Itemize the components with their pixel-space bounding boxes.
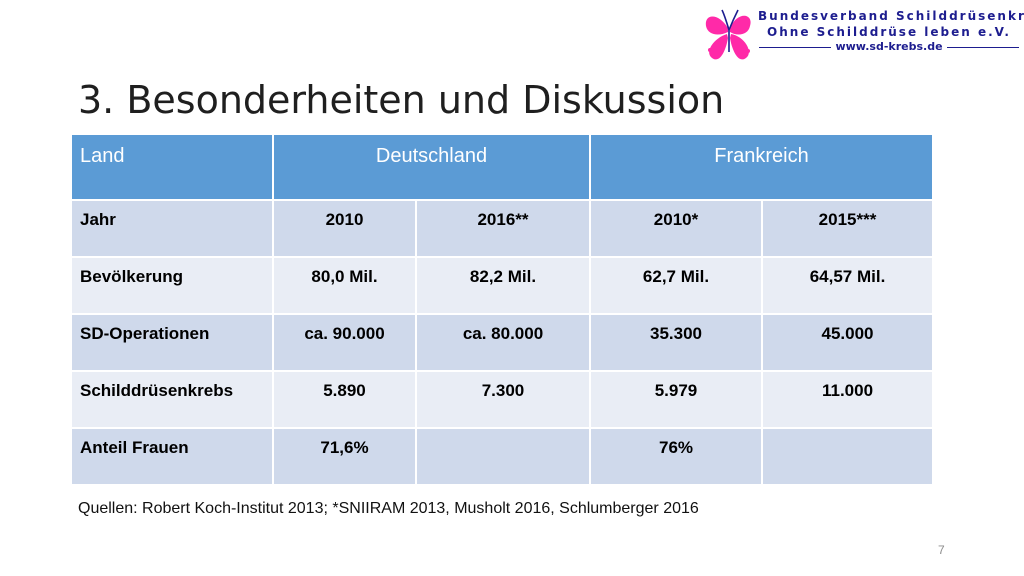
logo-organization-name: Bundesverband Schilddrüsenkrebs (758, 9, 1024, 23)
table-header-row: Land Deutschland Frankreich (70, 133, 935, 201)
cell-fr-2015: 11.000 (760, 370, 935, 429)
sources-note: Quellen: Robert Koch-Institut 2013; *SNI… (78, 500, 699, 517)
butterfly-logo-icon (705, 9, 751, 60)
cell-de-2010: 71,6% (272, 427, 417, 486)
logo-association-name: Ohne Schilddrüse leben e.V. (767, 25, 1011, 39)
cell-de-2016: ca. 80.000 (415, 313, 591, 372)
row-label: SD-Operationen (70, 313, 274, 372)
cell-de-2016: 2016** (415, 199, 591, 258)
header-frankreich: Frankreich (588, 133, 935, 201)
comparison-table: Land Deutschland Frankreich Jahr 2010 20… (70, 133, 935, 486)
table-row: Jahr 2010 2016** 2010* 2015*** (70, 199, 935, 258)
cell-fr-2015: 2015*** (760, 199, 935, 258)
organization-logo: Bundesverband Schilddrüsenkrebs Ohne Sch… (700, 6, 1024, 64)
cell-fr-2015 (760, 427, 935, 486)
logo-rule-right (946, 46, 1019, 48)
cell-de-2010: ca. 90.000 (272, 313, 417, 372)
cell-fr-2010: 76% (589, 427, 763, 486)
logo-text: Bundesverband Schilddrüsenkrebs Ohne Sch… (758, 8, 1024, 54)
cell-de-2016 (415, 427, 591, 486)
table-row: Bevölkerung 80,0 Mil. 82,2 Mil. 62,7 Mil… (70, 256, 935, 315)
cell-de-2010: 2010 (272, 199, 417, 258)
cell-fr-2010: 5.979 (589, 370, 763, 429)
row-label: Schilddrüsenkrebs (70, 370, 274, 429)
row-label: Anteil Frauen (70, 427, 274, 486)
slide-title: 3. Besonderheiten und Diskussion (78, 78, 725, 122)
header-land: Land (70, 133, 274, 201)
cell-fr-2010: 2010* (589, 199, 763, 258)
cell-de-2016: 7.300 (415, 370, 591, 429)
logo-rule-left (759, 46, 832, 48)
page-number: 7 (938, 543, 945, 557)
cell-de-2016: 82,2 Mil. (415, 256, 591, 315)
table-row: SD-Operationen ca. 90.000 ca. 80.000 35.… (70, 313, 935, 372)
cell-de-2010: 5.890 (272, 370, 417, 429)
cell-fr-2010: 62,7 Mil. (589, 256, 763, 315)
cell-fr-2010: 35.300 (589, 313, 763, 372)
logo-url: www.sd-krebs.de (835, 40, 943, 53)
table-row: Anteil Frauen 71,6% 76% (70, 427, 935, 486)
header-deutschland: Deutschland (272, 133, 591, 201)
row-label: Jahr (70, 199, 274, 258)
cell-fr-2015: 45.000 (760, 313, 935, 372)
logo-url-line: www.sd-krebs.de (758, 40, 1020, 54)
row-label: Bevölkerung (70, 256, 274, 315)
cell-fr-2015: 64,57 Mil. (760, 256, 935, 315)
cell-de-2010: 80,0 Mil. (272, 256, 417, 315)
table-row: Schilddrüsenkrebs 5.890 7.300 5.979 11.0… (70, 370, 935, 429)
